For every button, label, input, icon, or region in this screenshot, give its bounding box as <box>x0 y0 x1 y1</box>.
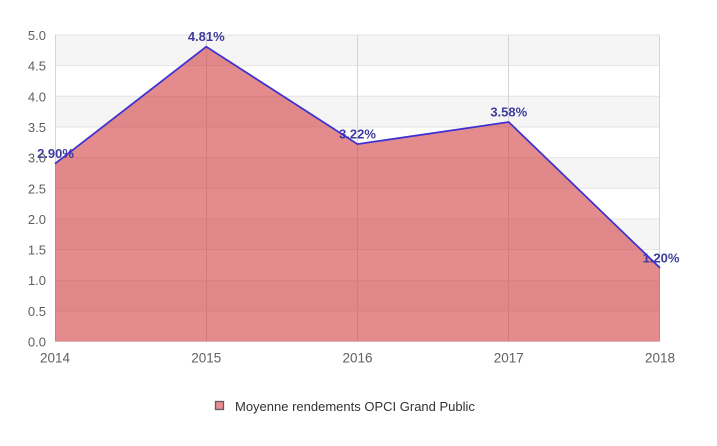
svg-text:2018: 2018 <box>645 351 675 366</box>
svg-text:2.5: 2.5 <box>28 181 46 196</box>
svg-text:1.0: 1.0 <box>28 273 46 288</box>
svg-text:5.0: 5.0 <box>28 28 46 43</box>
svg-text:2015: 2015 <box>191 351 221 366</box>
svg-text:2016: 2016 <box>342 351 372 366</box>
svg-text:4.5: 4.5 <box>28 59 46 74</box>
svg-text:0.5: 0.5 <box>28 304 46 319</box>
svg-text:2014: 2014 <box>40 351 71 366</box>
svg-text:1.20%: 1.20% <box>643 250 680 265</box>
svg-text:4.0: 4.0 <box>28 89 46 104</box>
svg-text:3.5: 3.5 <box>28 120 46 135</box>
svg-text:1.5: 1.5 <box>28 243 46 258</box>
svg-text:3.58%: 3.58% <box>490 105 527 120</box>
svg-text:4.81%: 4.81% <box>188 29 225 44</box>
svg-text:0.0: 0.0 <box>28 335 46 350</box>
svg-text:2.90%: 2.90% <box>37 146 74 161</box>
svg-text:Moyenne rendements OPCI Grand: Moyenne rendements OPCI Grand Public <box>235 399 475 414</box>
svg-text:3.22%: 3.22% <box>339 127 376 142</box>
svg-text:2.0: 2.0 <box>28 212 46 227</box>
svg-text:2017: 2017 <box>494 351 524 366</box>
svg-text:3.0: 3.0 <box>28 151 46 166</box>
